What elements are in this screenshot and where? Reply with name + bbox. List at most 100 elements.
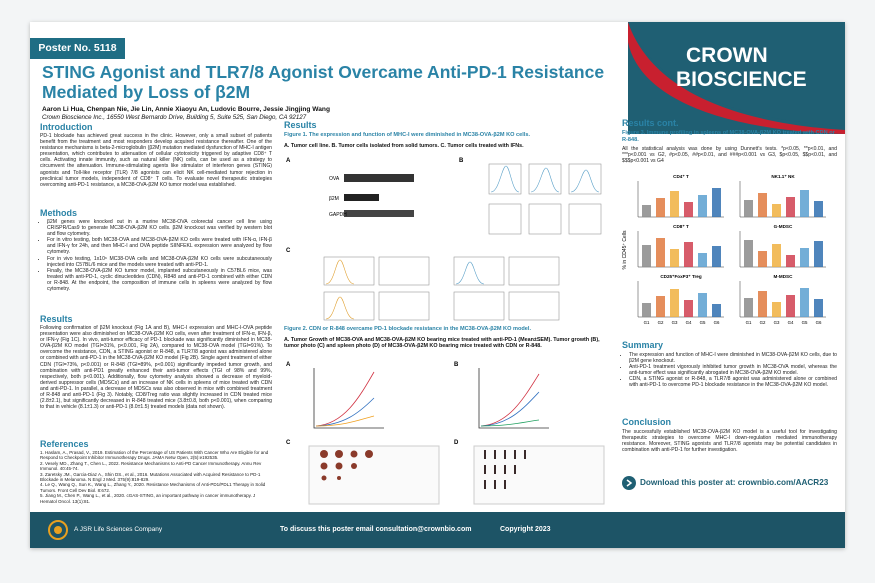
panel-title: NK1.1⁺ NK (771, 174, 795, 179)
method-item: For in vivo testing, 1x10⁶ MC38-OVA cell… (47, 256, 272, 268)
summary-list: The expression and function of MHC-I wer… (622, 352, 837, 389)
logo-banner: CROWN BIOSCIENCE (628, 22, 845, 134)
bar-decor (712, 188, 721, 217)
logo-panel (628, 22, 845, 126)
blot-band (344, 210, 414, 217)
spleens (484, 450, 526, 489)
bar-decor (800, 248, 809, 267)
panel-label: B (459, 158, 464, 164)
bar-decor (698, 293, 707, 317)
heading: Summary (622, 340, 664, 350)
panel-axes (739, 231, 826, 268)
growth-plots (313, 368, 549, 429)
heading: Conclusion (622, 417, 671, 427)
conclusion-text: The successfully established MC38-OVA-β2… (622, 429, 837, 454)
bar-decor (684, 300, 693, 317)
heading: Introduction (40, 122, 93, 132)
panel-axes (637, 281, 724, 318)
bar-decor (814, 299, 823, 317)
panel-label: C (286, 440, 291, 446)
title: STING Agonist and TLR7/8 Agonist Overcam… (42, 62, 605, 102)
panel-axes (637, 181, 724, 218)
logo-line: CROWN (686, 44, 768, 67)
reference: 4. Le Q., Wang Q., Sun K., Wang L., Zhan… (40, 482, 266, 493)
results-text: Following confirmation of β2M knockout (… (40, 325, 272, 411)
footer-copyright: Copyright 2023 (500, 526, 551, 533)
group-label: G6 (714, 320, 720, 325)
group-label: G4 (686, 320, 692, 325)
group-label: G4 (788, 320, 794, 325)
bar-decor (698, 253, 707, 267)
bar-decor (786, 295, 795, 317)
group-label: G5 (802, 320, 808, 325)
method-item: β2M genes were knocked out in a murine M… (47, 219, 272, 237)
group-label: G3 (774, 320, 780, 325)
blot-label: β2M (329, 196, 339, 202)
figure-2: A B C D (286, 362, 605, 505)
summary-item: Anti-PD-1 treatment vigorously inhibited… (629, 364, 837, 376)
figure-1: A OVA β2M GAPDH B C (286, 158, 602, 321)
bar-decor (684, 242, 693, 267)
bar-decor (800, 190, 809, 217)
panel-axes (739, 281, 826, 318)
y-axis-label: % in CD45⁺ Cells (622, 230, 628, 270)
logo-line: BIOSCIENCE (676, 68, 807, 91)
bar-decor (814, 241, 823, 267)
download-link[interactable]: Download this poster at: crownbio.com/AA… (640, 478, 829, 487)
summary-item: CDN, a STING agonist or R-848, a TLR7/8 … (629, 376, 837, 388)
bar-decor (642, 303, 651, 317)
poster: Poster No. 5118 STING Agonist and TLR7/8… (30, 22, 845, 548)
panel-title: CD4⁺ T (673, 174, 689, 179)
blot-band (344, 194, 379, 201)
bar-decor (758, 291, 767, 317)
bar-decor (758, 193, 767, 217)
bar-decor (698, 195, 707, 217)
footer-email[interactable]: To discuss this poster email consultatio… (280, 526, 472, 533)
panel-title: CD8⁺ T (673, 224, 689, 229)
group-label: G3 (672, 320, 678, 325)
panel-title: M-MDSC (774, 274, 794, 279)
bar-decor (744, 240, 753, 267)
bar-decor (772, 204, 781, 217)
reference: 3. Zaretsky JM., Garcia-Diaz A., Shin DS… (40, 471, 261, 483)
blot-label: GAPDH (329, 212, 347, 218)
bar-decor (656, 296, 665, 317)
reference: 2. Vesely MD., Zhang T., Chen L., 2022. … (40, 460, 262, 472)
panel-label: A (286, 158, 291, 164)
blot-band (344, 174, 414, 182)
tumors (320, 450, 373, 481)
figure-subcaption: A. Tumor Growth of MC38-OVA and MC38-OVA… (284, 337, 600, 350)
bar-decor (712, 304, 721, 317)
bar-decor (670, 289, 679, 317)
blot-label: OVA (329, 176, 340, 182)
heading: Methods (40, 208, 77, 218)
heading: Results (40, 314, 73, 324)
bar-decor (712, 246, 721, 267)
heading: References (40, 439, 89, 449)
group-label: G6 (816, 320, 822, 325)
bar-decor (744, 200, 753, 217)
group-label: G5 (700, 320, 706, 325)
bar-decor (656, 238, 665, 267)
group-label: G1 (644, 320, 650, 325)
bar-decor (786, 197, 795, 217)
histogram-plots (323, 256, 560, 321)
footer-logo (48, 520, 68, 540)
reference: 5. Jiang M., Chen P., Wang L., et al., 2… (40, 493, 256, 504)
figure-caption: Figure 1. The expression and function of… (284, 132, 531, 138)
method-item: Finally, the MC38-OVA-β2M KO tumor model… (47, 268, 272, 292)
bar-decor (772, 302, 781, 317)
bar-decor (786, 255, 795, 267)
footer-company: A JSR Life Sciences Company (74, 526, 163, 533)
bar-decor (772, 244, 781, 267)
panel-label: B (454, 362, 459, 368)
figure-caption: Figure 3. Immune profiling in spleens of… (622, 130, 835, 143)
panel-title: CD25⁺FoxP3⁺ Treg (660, 274, 702, 279)
figure-caption: Figure 2. CDN or R-848 overcame PD-1 blo… (284, 326, 532, 332)
summary-item: The expression and function of MHC-I wer… (629, 352, 837, 364)
flow-plots (488, 163, 602, 235)
tumor-photo (308, 445, 440, 505)
method-item: For in vitro testing, both MC38-OVA and … (47, 237, 272, 255)
panel-axes (637, 231, 724, 268)
